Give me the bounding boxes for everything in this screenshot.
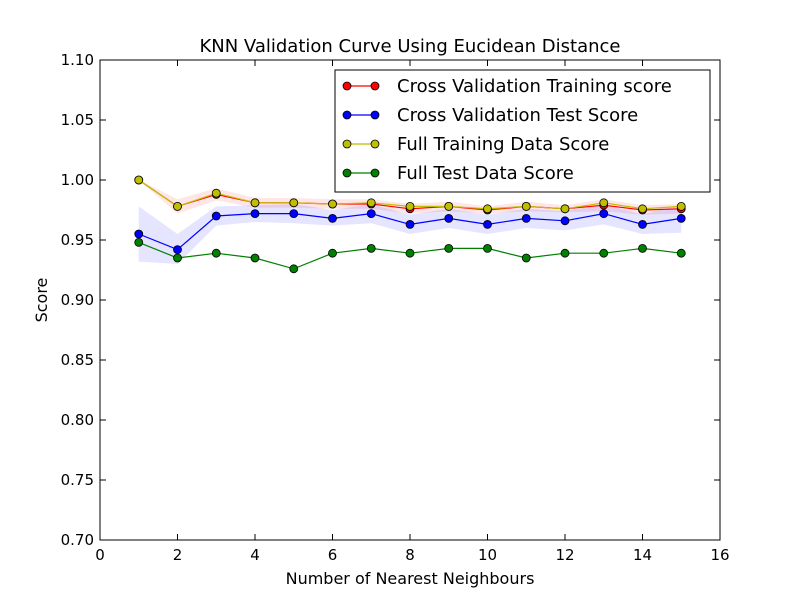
legend-marker: [342, 110, 352, 120]
point-series-1: [328, 213, 337, 223]
point-series-3: [676, 248, 686, 258]
point-series-1: [173, 245, 182, 255]
point-series-2: [599, 198, 609, 208]
legend-item: Cross Validation Test Score: [342, 105, 638, 126]
legend-item: Full Training Data Score: [342, 134, 609, 155]
point-series-2: [328, 199, 337, 209]
x-tick-label: 10: [478, 546, 497, 564]
legend-box: [334, 69, 711, 193]
point-series-1: [134, 229, 144, 239]
point-series-3: [366, 243, 376, 253]
x-tick-label: 14: [633, 546, 652, 564]
y-tick-label: 0.85: [61, 351, 94, 369]
y-tick-label: 1.10: [61, 51, 94, 69]
point-series-3: [289, 264, 299, 274]
point-series-2: [211, 188, 221, 198]
point-series-2: [405, 201, 415, 211]
legend-label: Cross Validation Test Score: [397, 105, 638, 126]
y-tick-label: 1.05: [61, 111, 94, 129]
x-tick-label: 16: [710, 546, 729, 564]
point-series-3: [328, 248, 337, 258]
x-tick-label: 12: [555, 546, 574, 564]
legend-marker: [370, 139, 380, 149]
legend-marker: [342, 139, 352, 149]
point-series-3: [599, 248, 609, 258]
band-series-0: [138, 180, 682, 215]
point-series-3: [173, 253, 182, 263]
y-tick-label: 0.80: [61, 411, 94, 429]
point-series-3: [560, 248, 570, 258]
legend-marker: [342, 168, 352, 178]
plot-area: 0 2 4 6 8 10 12 14 16 0.70 0.75 0.80 0.85 0.90 0.95 1.0…: [61, 51, 730, 564]
point-series-2: [134, 175, 144, 185]
point-series-3: [638, 243, 647, 253]
point-series-2: [483, 204, 492, 214]
x-tick-label: 8: [405, 546, 415, 564]
y-tick-label: 0.95: [61, 231, 94, 249]
legend-label: Full Training Data Score: [397, 134, 609, 155]
point-series-3: [483, 243, 492, 253]
legend-marker: [370, 110, 380, 120]
y-axis-label: Score: [32, 278, 51, 323]
point-series-1: [289, 209, 299, 219]
x-tick-label: 2: [173, 546, 183, 564]
point-series-1: [638, 219, 647, 229]
point-series-3: [211, 248, 221, 258]
point-series-2: [289, 198, 299, 208]
x-tick-label: 6: [328, 546, 338, 564]
point-series-2: [560, 204, 570, 214]
chart-title: KNN Validation Curve Using Eucidean Dist…: [199, 36, 620, 57]
point-series-1: [676, 213, 686, 223]
legend-item: Cross Validation Training score: [342, 76, 672, 97]
legend-marker: [370, 168, 380, 178]
legend-item: Full Test Data Score: [342, 163, 574, 184]
legend: Cross Validation Training score Cross Val…: [334, 69, 711, 193]
point-series-1: [366, 209, 376, 219]
point-series-2: [676, 201, 686, 211]
point-series-1: [444, 213, 454, 223]
x-axis-label: Number of Nearest Neighbours: [286, 569, 535, 588]
point-series-3: [134, 237, 144, 247]
point-series-2: [444, 201, 454, 211]
point-series-2: [521, 201, 531, 211]
x-tick-label: 4: [250, 546, 260, 564]
point-series-2: [173, 201, 182, 211]
legend-label: Full Test Data Score: [397, 163, 574, 184]
legend-label: Cross Validation Training score: [397, 76, 672, 97]
point-series-3: [444, 243, 454, 253]
point-series-2: [366, 198, 376, 208]
x-tick-label: 0: [95, 546, 105, 564]
point-series-1: [483, 219, 492, 229]
point-series-1: [250, 209, 260, 219]
point-series-3: [521, 253, 531, 263]
point-series-1: [405, 219, 415, 229]
legend-marker: [370, 81, 380, 91]
y-tick-label: 0.75: [61, 471, 94, 489]
point-series-3: [250, 253, 260, 263]
legend-marker: [342, 81, 352, 91]
y-tick-label: 0.70: [61, 531, 94, 549]
point-series-3: [405, 248, 415, 258]
point-series-2: [638, 204, 647, 214]
point-series-1: [211, 211, 221, 221]
point-series-2: [250, 198, 260, 208]
point-series-1: [560, 216, 570, 226]
y-tick-label: 1.00: [61, 171, 94, 189]
point-series-1: [521, 213, 531, 223]
y-tick-label: 0.90: [61, 291, 94, 309]
point-series-1: [599, 209, 609, 219]
